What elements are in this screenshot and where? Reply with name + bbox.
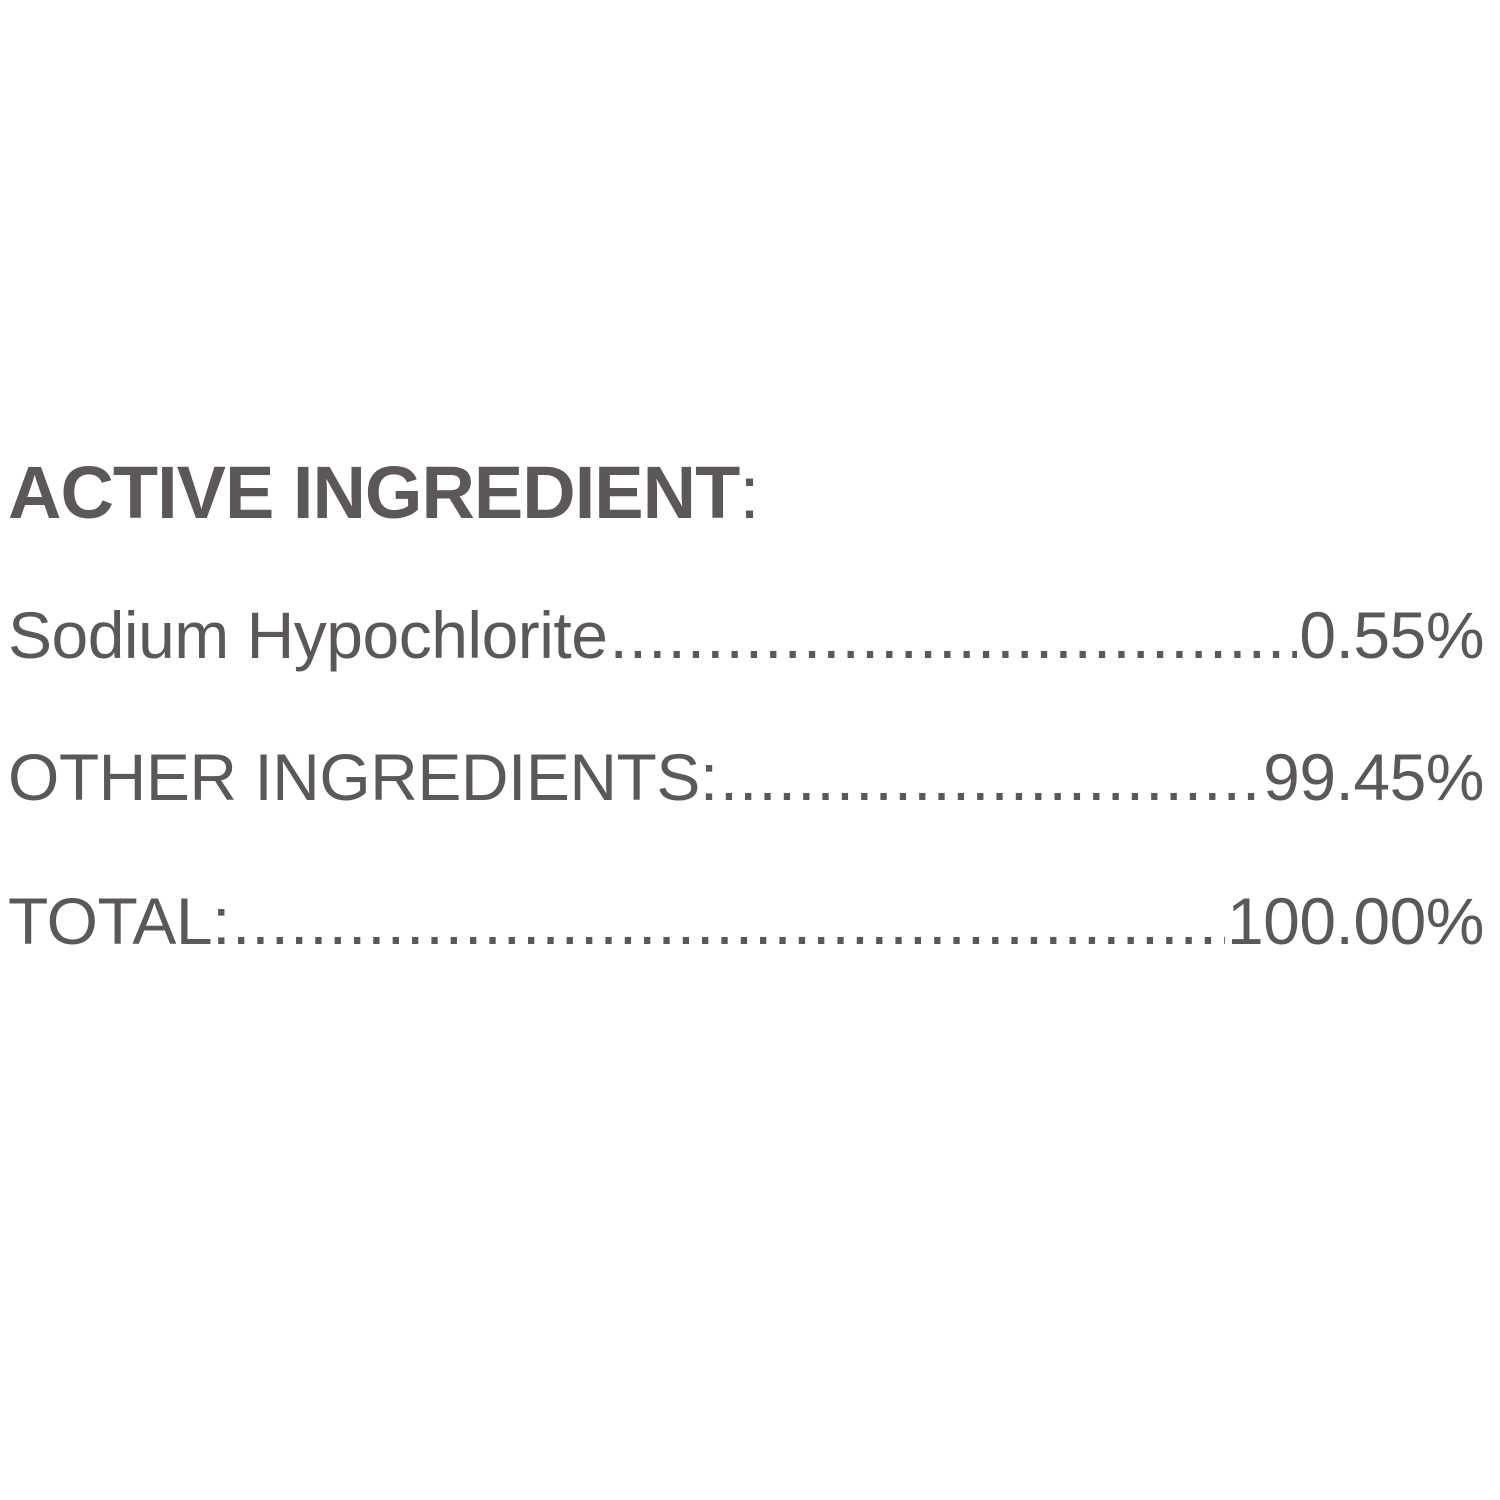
dot-leader xyxy=(232,876,1225,966)
ingredient-percent: 0.55% xyxy=(1299,598,1484,672)
ingredient-name: TOTAL: xyxy=(8,884,230,958)
active-ingredient-heading: ACTIVE INGREDIENT: xyxy=(8,448,760,538)
ingredient-row-sodium-hypochlorite: Sodium Hypochlorite 0.55% xyxy=(8,590,1484,680)
dot-leader xyxy=(609,590,1297,680)
ingredient-name: OTHER INGREDIENTS: xyxy=(8,740,718,814)
dot-leader xyxy=(720,732,1261,822)
ingredient-percent: 99.45% xyxy=(1263,740,1484,814)
ingredient-name: Sodium Hypochlorite xyxy=(8,598,608,672)
ingredient-row-total: TOTAL: 100.00% xyxy=(8,876,1485,966)
heading-colon: : xyxy=(739,451,760,534)
heading-label: ACTIVE INGREDIENT xyxy=(8,451,740,534)
ingredient-percent: 100.00% xyxy=(1226,884,1485,958)
ingredient-row-other: OTHER INGREDIENTS: 99.45% xyxy=(8,732,1484,822)
